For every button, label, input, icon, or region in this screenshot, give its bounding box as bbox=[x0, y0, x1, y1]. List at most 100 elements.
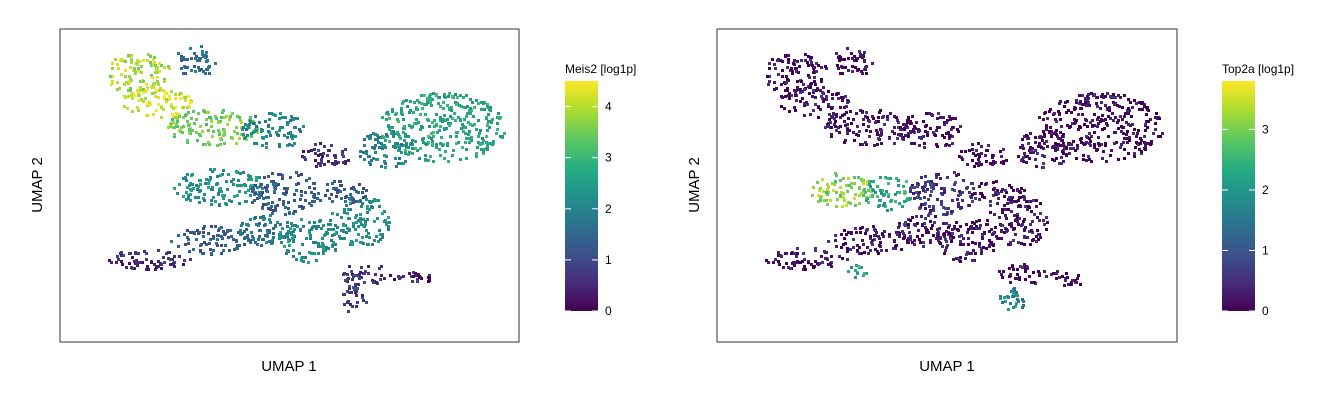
data-point bbox=[174, 97, 177, 100]
data-point bbox=[281, 126, 284, 129]
data-point bbox=[307, 261, 310, 264]
data-point bbox=[1004, 214, 1007, 217]
data-point bbox=[357, 225, 360, 228]
data-point bbox=[492, 140, 495, 143]
data-point bbox=[793, 63, 796, 66]
data-point bbox=[856, 57, 859, 60]
data-point bbox=[790, 252, 793, 255]
data-point bbox=[187, 194, 190, 197]
data-point bbox=[153, 263, 156, 266]
data-point bbox=[469, 112, 472, 115]
data-point bbox=[819, 199, 822, 202]
data-point bbox=[882, 115, 885, 118]
data-point bbox=[1084, 101, 1087, 104]
data-point bbox=[222, 134, 225, 137]
data-point bbox=[1005, 191, 1008, 194]
data-point bbox=[884, 176, 887, 179]
data-point bbox=[254, 192, 257, 195]
data-point bbox=[433, 119, 436, 122]
data-point bbox=[469, 107, 472, 110]
data-point bbox=[389, 274, 392, 277]
data-point bbox=[223, 194, 226, 197]
data-point bbox=[286, 225, 289, 228]
data-point bbox=[351, 273, 354, 276]
data-point bbox=[803, 258, 806, 261]
data-point bbox=[1045, 275, 1048, 278]
data-point bbox=[191, 183, 194, 186]
data-point bbox=[814, 247, 817, 250]
data-point bbox=[956, 198, 959, 201]
data-point bbox=[929, 209, 932, 212]
data-point bbox=[259, 216, 262, 219]
data-point bbox=[243, 243, 246, 246]
data-point bbox=[133, 94, 136, 97]
data-point bbox=[1084, 97, 1087, 100]
data-point bbox=[883, 123, 886, 126]
data-point bbox=[1005, 230, 1008, 233]
data-point bbox=[943, 252, 946, 255]
data-point bbox=[368, 236, 371, 239]
data-point bbox=[355, 294, 358, 297]
data-point bbox=[165, 252, 168, 255]
data-point bbox=[765, 259, 768, 262]
data-point bbox=[240, 184, 243, 187]
data-point bbox=[787, 94, 790, 97]
data-point bbox=[308, 231, 311, 234]
data-point bbox=[321, 242, 324, 245]
data-point bbox=[929, 220, 932, 223]
data-point bbox=[255, 142, 258, 145]
data-point bbox=[429, 97, 432, 100]
data-point bbox=[435, 146, 438, 149]
data-point bbox=[187, 124, 190, 127]
data-point bbox=[118, 87, 121, 90]
data-point bbox=[868, 183, 871, 186]
data-point bbox=[327, 160, 330, 163]
data-point bbox=[314, 143, 317, 146]
data-point bbox=[1056, 148, 1059, 151]
data-point bbox=[868, 120, 871, 123]
data-point bbox=[346, 278, 349, 281]
data-point bbox=[943, 121, 946, 124]
data-point bbox=[463, 126, 466, 129]
data-point bbox=[153, 61, 156, 64]
data-point bbox=[947, 226, 950, 229]
data-point bbox=[876, 195, 879, 198]
data-point bbox=[905, 180, 908, 183]
data-point bbox=[175, 123, 178, 126]
data-point bbox=[208, 143, 211, 146]
data-point bbox=[138, 99, 141, 102]
data-point bbox=[942, 206, 945, 209]
data-point bbox=[444, 150, 447, 153]
data-point bbox=[361, 296, 364, 299]
data-point bbox=[292, 234, 295, 237]
data-point bbox=[374, 138, 377, 141]
data-point bbox=[796, 247, 799, 250]
data-point bbox=[817, 106, 820, 109]
data-point bbox=[1147, 120, 1150, 123]
data-point bbox=[989, 200, 992, 203]
data-point bbox=[875, 231, 878, 234]
data-point bbox=[857, 134, 860, 137]
data-point bbox=[947, 207, 950, 210]
data-point bbox=[1127, 112, 1130, 115]
data-point bbox=[205, 178, 208, 181]
data-point bbox=[924, 217, 927, 220]
data-point bbox=[350, 187, 353, 190]
data-point bbox=[339, 190, 342, 193]
data-point bbox=[453, 112, 456, 115]
data-point bbox=[953, 189, 956, 192]
data-point bbox=[889, 177, 892, 180]
data-point bbox=[417, 273, 420, 276]
data-point bbox=[847, 201, 850, 204]
data-point bbox=[1109, 95, 1112, 98]
data-point bbox=[815, 70, 818, 73]
data-point bbox=[1122, 132, 1125, 135]
data-point bbox=[231, 112, 234, 115]
data-point bbox=[1117, 158, 1120, 161]
data-point bbox=[393, 278, 396, 281]
data-point bbox=[399, 137, 402, 140]
data-point bbox=[211, 170, 214, 173]
data-point bbox=[945, 213, 948, 216]
data-point bbox=[233, 195, 236, 198]
